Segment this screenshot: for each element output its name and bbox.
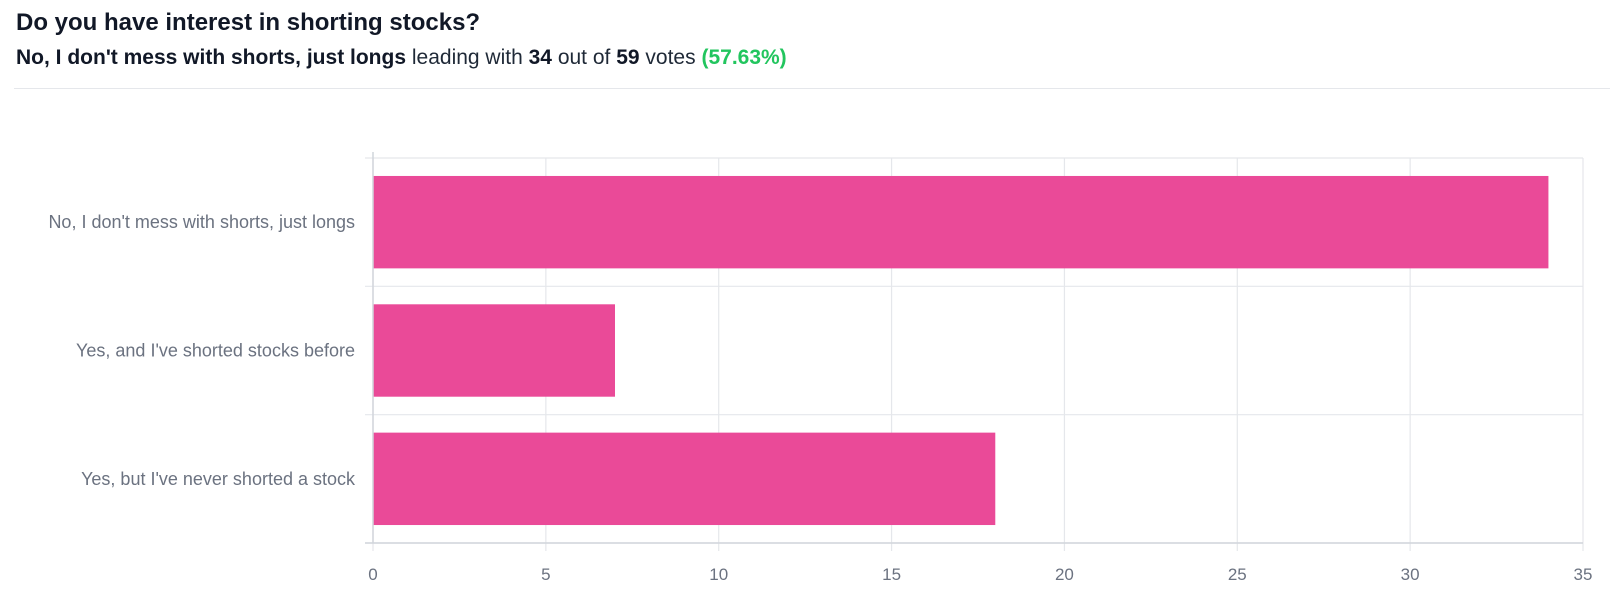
- category-label: Yes, and I've shorted stocks before: [76, 341, 355, 361]
- x-tick-label: 25: [1228, 565, 1247, 584]
- leading-with-text: leading with: [411, 46, 523, 69]
- x-tick-label: 10: [709, 565, 728, 584]
- poll-summary: No, I don't mess with shorts, just longs…: [16, 42, 1608, 74]
- leader-percent: (57.63%): [701, 46, 787, 69]
- bars: [373, 175, 1549, 526]
- category-label: Yes, but I've never shorted a stock: [81, 469, 356, 489]
- x-tick-label: 15: [882, 565, 901, 584]
- header-divider: [14, 88, 1610, 89]
- x-tick-labels: 0 5 10 15 20 25 30 35: [368, 565, 1592, 584]
- leading-option: No, I don't mess with shorts, just longs: [16, 46, 407, 69]
- poll-header: Do you have interest in shorting stocks?…: [16, 6, 1608, 74]
- page-title: Do you have interest in shorting stocks?: [16, 9, 481, 36]
- bar: [373, 175, 1549, 269]
- x-tick-label: 35: [1574, 565, 1593, 584]
- axes: [365, 152, 1583, 544]
- leader-votes: 34: [528, 46, 552, 69]
- x-tick-label: 5: [541, 565, 550, 584]
- votes-text: votes: [645, 46, 696, 69]
- out-of-text: out of: [557, 46, 611, 69]
- bar: [373, 432, 996, 526]
- x-tick-label: 20: [1055, 565, 1074, 584]
- x-tick-label: 30: [1401, 565, 1420, 584]
- x-tick-label: 0: [368, 565, 377, 584]
- total-votes: 59: [616, 46, 640, 69]
- category-label: No, I don't mess with shorts, just longs: [48, 212, 355, 232]
- category-labels: No, I don't mess with shorts, just longs…: [48, 212, 356, 489]
- bar: [373, 304, 615, 397]
